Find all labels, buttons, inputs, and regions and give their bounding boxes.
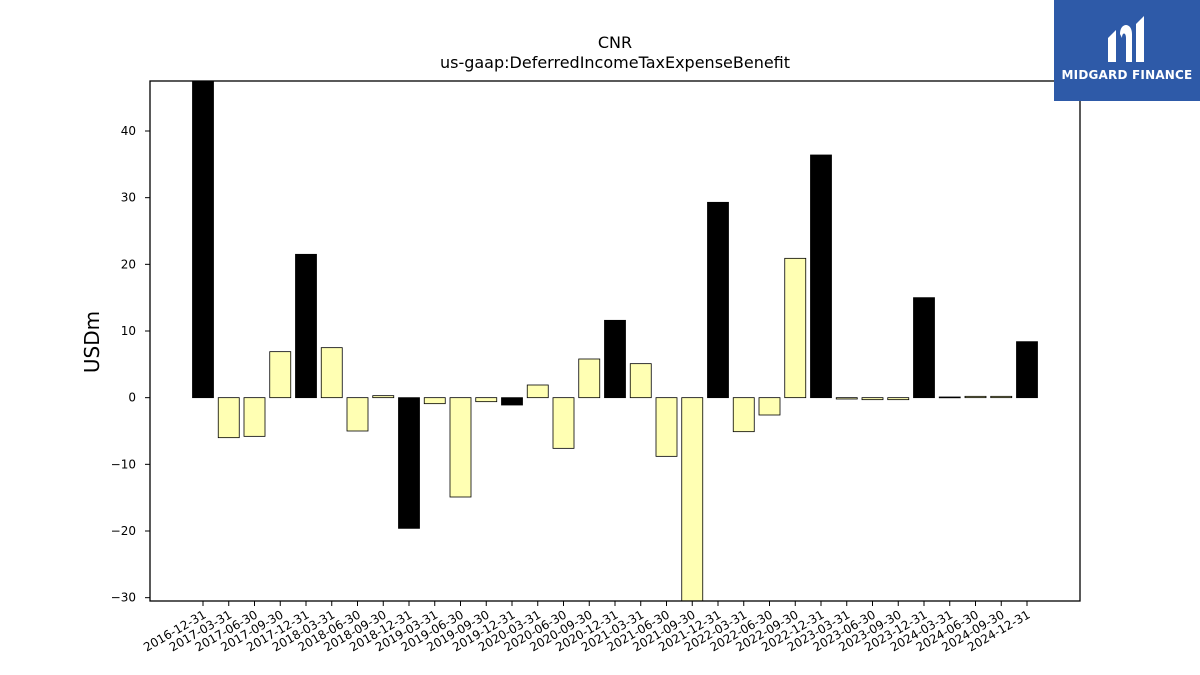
y-tick-label: 10 (121, 324, 136, 338)
y-tick-label: −10 (111, 457, 136, 471)
bar-2023-03-31 (835, 397, 858, 400)
y-tick-label: −30 (111, 591, 136, 605)
bar-2023-09-30 (887, 397, 910, 401)
bar-2019-03-31 (423, 397, 446, 405)
bar-2019-06-30 (449, 397, 472, 498)
bar-2023-12-31 (913, 297, 935, 399)
x-axis: 2016-12-312017-03-312017-06-302017-09-30… (141, 601, 1033, 654)
bar-2019-12-31 (501, 397, 523, 406)
logo-text: MIDGARD FINANCE (1061, 68, 1193, 82)
bar-2022-12-31 (810, 154, 832, 399)
bar-2019-09-30 (475, 397, 498, 403)
y-tick-label: 40 (121, 124, 136, 138)
bar-2023-06-30 (861, 397, 884, 401)
plot-frame (149, 80, 1081, 602)
bar-2020-06-30 (552, 397, 575, 449)
bar-2018-09-30 (372, 395, 395, 399)
bar-2016-12-31 (192, 80, 214, 399)
bar-2021-06-30 (655, 397, 678, 457)
bar-2020-09-30 (578, 358, 601, 399)
y-axis-label: USDm (80, 311, 104, 373)
y-axis: −30 −20 −10 0 10 20 30 40 (111, 124, 150, 605)
bars-group (192, 80, 1038, 602)
chart-title: CNR (598, 33, 632, 52)
bar-2018-12-31 (398, 397, 420, 529)
bar-2017-12-31 (295, 253, 317, 399)
bar-2018-06-30 (346, 397, 369, 432)
bar-2022-03-31 (732, 397, 755, 433)
bar-2024-03-31 (938, 396, 961, 399)
bar-2024-09-30 (990, 395, 1013, 399)
brand-logo: MIDGARD FINANCE (1054, 0, 1200, 101)
bar-2017-06-30 (243, 397, 266, 437)
y-tick-label: 20 (121, 257, 136, 271)
bar-2018-03-31 (320, 347, 343, 399)
bar-2020-12-31 (604, 319, 626, 399)
midgard-logo-icon (1108, 16, 1144, 62)
bar-2017-09-30 (269, 351, 292, 399)
chart-subtitle: us-gaap:DeferredIncomeTaxExpenseBenefit (440, 53, 790, 72)
y-tick-label: 0 (128, 391, 136, 405)
bar-2021-09-30 (681, 397, 704, 602)
y-tick-label: 30 (121, 191, 136, 205)
bar-2024-06-30 (964, 395, 987, 399)
bar-2017-03-31 (217, 397, 240, 439)
bar-2024-12-31 (1016, 341, 1038, 399)
bar-2022-09-30 (784, 257, 807, 399)
bar-2022-06-30 (758, 397, 781, 416)
y-tick-label: −20 (111, 524, 136, 538)
bar-2021-03-31 (629, 363, 652, 399)
bar-2020-03-31 (526, 384, 549, 399)
bar-2021-12-31 (707, 201, 729, 399)
